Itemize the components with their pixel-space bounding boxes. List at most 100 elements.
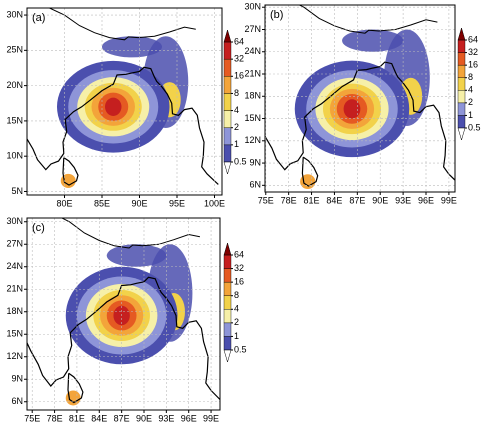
- plot-frame: [264, 4, 456, 193]
- x-tick-label: 100E: [204, 198, 225, 208]
- x-tick-label: 80E: [56, 198, 72, 208]
- y-tick-label: 21N: [6, 284, 23, 294]
- colorbar-label: 8: [468, 72, 473, 82]
- colorbar-segment: [457, 102, 466, 116]
- x-tick-label: 87E: [114, 413, 130, 423]
- colorbar-segment: [223, 76, 232, 94]
- y-tick-label: 27N: [6, 239, 23, 249]
- colorbar-segment: [457, 39, 466, 53]
- x-tick-label: 99E: [441, 195, 457, 205]
- colorbar-label: 1: [468, 110, 473, 120]
- y-tick-label: 10N: [6, 151, 23, 161]
- colorbar-label: 32: [234, 54, 244, 64]
- map-body: [27, 8, 222, 195]
- colorbar-segment: [223, 295, 232, 310]
- colorbar-label: 8: [234, 88, 239, 98]
- colorbar-extend: [223, 161, 232, 175]
- panel-label: (a): [32, 12, 45, 24]
- colorbar-label: 1: [234, 331, 239, 341]
- coastline: [27, 276, 220, 401]
- y-tick-label: 6N: [249, 180, 261, 190]
- colorbar-label: 8: [234, 290, 239, 300]
- colorbar-segment: [223, 309, 232, 324]
- colorbar-extend: [223, 29, 232, 43]
- colorbar-segment: [457, 77, 466, 91]
- rain-band: [342, 29, 404, 52]
- colorbar-segment: [457, 115, 466, 129]
- y-tick-label: 30N: [6, 216, 23, 226]
- y-tick-label: 12N: [6, 351, 23, 361]
- y-tick-label: 9N: [249, 157, 261, 167]
- y-tick-label: 15N: [6, 329, 23, 339]
- border: [48, 8, 196, 41]
- x-tick-label: 75E: [258, 195, 274, 205]
- colorbar-label: 2: [468, 97, 473, 107]
- x-tick-label: 85E: [94, 198, 110, 208]
- colorbar-label: 2: [234, 317, 239, 327]
- y-tick-label: 27N: [244, 24, 261, 34]
- colorbar-label: 2: [234, 122, 239, 132]
- colorbar-label: 1: [234, 139, 239, 149]
- y-tick-label: 24N: [244, 46, 261, 56]
- colorbar-segment: [457, 52, 466, 66]
- map-body: [265, 5, 455, 192]
- x-tick-label: 95E: [169, 198, 185, 208]
- x-tick-label: 81E: [69, 413, 85, 423]
- colorbar-extend: [457, 27, 466, 41]
- y-tick-label: 30N: [244, 2, 261, 12]
- colorbar-segment: [457, 64, 466, 78]
- colorbar-label: 4: [468, 85, 473, 95]
- colorbar-segment: [223, 281, 232, 296]
- panel-label: (c): [32, 222, 45, 234]
- plot-frame: [26, 7, 223, 196]
- colorbar-label: 64: [234, 36, 244, 46]
- colorbar-label: 0.5: [234, 344, 247, 354]
- x-tick-label: 87E: [349, 195, 365, 205]
- x-tick-label: 78E: [281, 195, 297, 205]
- x-tick-label: 99E: [203, 413, 219, 423]
- x-tick-label: 96E: [418, 195, 434, 205]
- colorbar-segment: [223, 41, 232, 60]
- coastline: [27, 66, 219, 185]
- y-tick-label: 18N: [244, 91, 261, 101]
- colorbar-segment: [223, 144, 232, 163]
- colorbar-segment: [223, 322, 232, 337]
- map-panel: 75E 78E 81E 84E 87E 90E 93E 96E 99E 6N 9N 12N 15N 18N…: [6, 216, 247, 423]
- y-tick-label: 5N: [11, 186, 23, 196]
- colorbar-label: 32: [234, 263, 244, 273]
- x-tick-label: 84E: [326, 195, 342, 205]
- map-body: [27, 218, 220, 410]
- y-tick-label: 30N: [6, 9, 23, 19]
- border: [298, 5, 438, 34]
- x-tick-label: 78E: [47, 413, 63, 423]
- x-tick-label: 96E: [181, 413, 197, 423]
- y-tick-label: 18N: [6, 306, 23, 316]
- x-tick-label: 93E: [395, 195, 411, 205]
- y-tick-label: 21N: [244, 68, 261, 78]
- x-tick-label: 75E: [24, 413, 40, 423]
- colorbar-segment: [223, 336, 232, 351]
- x-tick-label: 90E: [131, 198, 147, 208]
- x-tick-label: 90E: [136, 413, 152, 423]
- colorbar-label: 0.5: [234, 156, 247, 166]
- colorbar-label: 64: [234, 249, 244, 259]
- panel-label: (b): [270, 9, 283, 21]
- y-tick-label: 9N: [11, 374, 23, 384]
- rain-band: [102, 36, 162, 58]
- colorbar-label: 16: [234, 71, 244, 81]
- map-panel: 75E 78E 81E 84E 87E 90E 93E 96E 99E 6N 9N 12N 15N 18N…: [244, 2, 481, 206]
- colorbar-segment: [223, 268, 232, 283]
- colorbar-segment: [223, 110, 232, 128]
- y-tick-label: 25N: [6, 45, 23, 55]
- colorbar-label: 0.5: [468, 122, 481, 132]
- colorbar-label: 64: [468, 34, 478, 44]
- colorbar-extend: [223, 242, 232, 256]
- rain-band: [106, 244, 167, 267]
- y-tick-label: 20N: [6, 80, 23, 90]
- y-tick-label: 15N: [244, 113, 261, 123]
- colorbar-extend: [223, 349, 232, 363]
- rain-contour: [343, 99, 361, 119]
- colorbar-label: 16: [468, 60, 478, 70]
- y-tick-label: 24N: [6, 261, 23, 271]
